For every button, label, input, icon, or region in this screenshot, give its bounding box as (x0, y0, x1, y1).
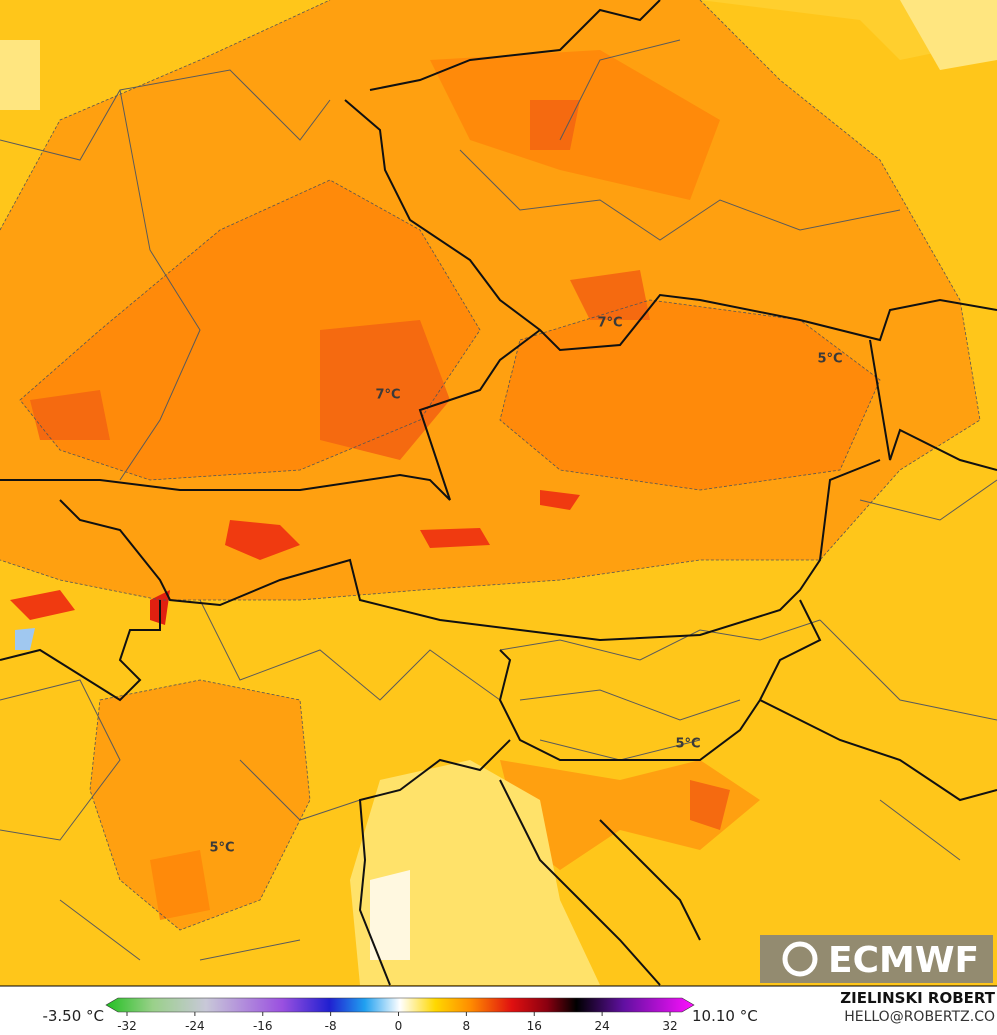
temperature-map: 7°C 7°C 5°C 5°C 5°C ECMWF (0, 0, 997, 986)
contour-label: 5°C (675, 737, 700, 752)
colorbar-tick-label: 32 (662, 1019, 677, 1033)
contour-label: 7°C (375, 388, 400, 403)
colorbar-tick-label: 8 (463, 1019, 471, 1033)
logo: ECMWF (760, 935, 993, 983)
contact: HELLO@ROBERTZ.CO (844, 1009, 995, 1025)
colorbar-tick-label: -32 (117, 1019, 137, 1033)
contour-labels: 7°C 7°C 5°C 5°C 5°C (209, 316, 842, 856)
colorbar-tick-label: 24 (594, 1019, 609, 1033)
regional-borders (0, 39, 997, 961)
colorbar (105, 997, 695, 1013)
contour-label: 7°C (597, 316, 622, 331)
colorbar-tick-label: 16 (527, 1019, 542, 1033)
colorbar-min: -3.50 °C (42, 1007, 104, 1025)
colorbar-ticks: -32 -24 -16 -8 0 8 16 24 32 (117, 1012, 678, 1033)
colorbar-tick-label: -24 (185, 1019, 205, 1033)
colorbar-tick-label: -8 (325, 1019, 337, 1033)
contour-label: 5°C (209, 841, 234, 856)
contour-label: 5°C (817, 352, 842, 367)
colorbar-tick-label: 0 (395, 1019, 403, 1033)
contours (0, 0, 981, 931)
logo-text: ECMWF (828, 940, 979, 981)
footer: -3.50 °C 10.10 °C ZIELINSKI ROBERT HELLO… (0, 985, 997, 1033)
logo-icon (782, 941, 818, 977)
colorbar-tick-label: -16 (253, 1019, 273, 1033)
colorbar-max: 10.10 °C (692, 1007, 758, 1025)
country-borders (0, 0, 997, 986)
author: ZIELINSKI ROBERT (840, 989, 995, 1007)
